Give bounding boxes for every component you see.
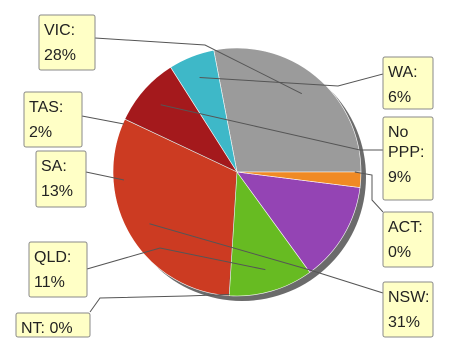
slice-label-sa: SA: bbox=[41, 158, 67, 175]
pie-slice-qld bbox=[228, 171, 311, 297]
leader-line-act bbox=[354, 171, 384, 213]
leader-line-no-ppp bbox=[160, 104, 383, 151]
slice-value-no-ppp: 9% bbox=[388, 169, 411, 186]
slice-value-tas: 2% bbox=[29, 124, 52, 141]
slice-label-nsw: NSW: bbox=[388, 289, 429, 306]
pie-slice-tas bbox=[236, 171, 362, 188]
slice-value-wa: 6% bbox=[388, 89, 411, 106]
slice-labels: VIC: 28% WA: 6% No PPP: 9% ACT: 0% NSW: 31% NT: 0% Q… bbox=[15, 14, 434, 338]
leader-line-nsw bbox=[149, 223, 384, 294]
slice-value-qld: 11% bbox=[34, 274, 65, 291]
slice-label-wa: WA: bbox=[388, 64, 418, 81]
slice-label-vic: VIC: bbox=[44, 22, 75, 39]
leader-line-nt bbox=[89, 294, 230, 313]
leader-lines bbox=[81, 37, 384, 313]
callout-box-qld bbox=[28, 241, 88, 298]
callout-box-wa bbox=[382, 56, 434, 110]
slice-value-vic: 28% bbox=[44, 47, 76, 64]
callout-box-act bbox=[382, 211, 434, 268]
leader-line-sa bbox=[85, 171, 125, 181]
leader-line-wa bbox=[199, 73, 384, 87]
callout-box-nt bbox=[15, 312, 91, 338]
callout-box-vic bbox=[38, 14, 96, 71]
callout-box-tas bbox=[23, 91, 83, 148]
leader-line-tas bbox=[81, 115, 125, 125]
slice-value-sa: 13% bbox=[41, 183, 73, 200]
callout-box-sa bbox=[35, 150, 87, 208]
slice-label-no-ppp: No PPP: bbox=[388, 124, 424, 161]
leader-line-vic bbox=[94, 37, 303, 95]
callout-box-no-ppp bbox=[382, 116, 434, 201]
slice-label-tas: TAS: bbox=[29, 99, 63, 116]
slice-value-act: 0% bbox=[388, 244, 411, 261]
pie-slices bbox=[112, 47, 362, 297]
slice-label-nt: NT: 0% bbox=[21, 320, 73, 337]
pie-slice-nsw bbox=[112, 118, 238, 297]
slice-label-act: ACT: bbox=[388, 219, 423, 236]
leader-line-qld bbox=[86, 247, 266, 271]
callout-box-nsw bbox=[382, 281, 434, 338]
slice-value-nsw: 31% bbox=[388, 314, 420, 331]
pie-slice-sa bbox=[236, 171, 361, 273]
slice-label-qld: QLD: bbox=[34, 249, 71, 266]
pie-slice-vic bbox=[213, 47, 362, 173]
